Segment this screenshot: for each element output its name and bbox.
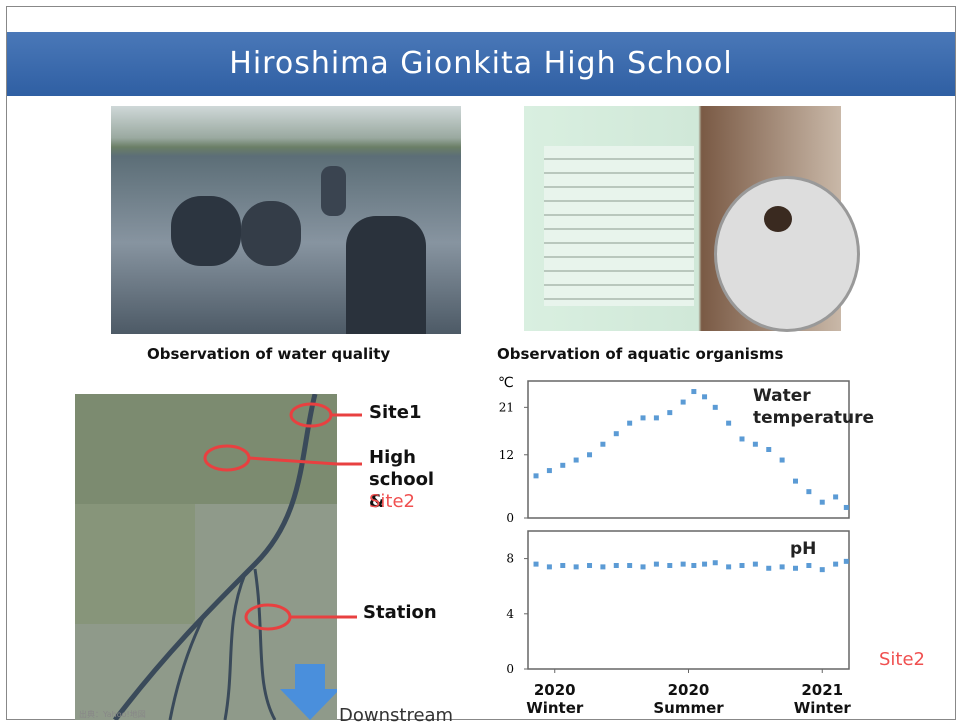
data-point <box>793 566 798 571</box>
data-point <box>793 479 798 484</box>
data-point <box>844 559 849 564</box>
data-point <box>534 562 539 567</box>
y-tick-label: 4 <box>506 607 514 621</box>
data-point <box>753 442 758 447</box>
data-point <box>702 394 707 399</box>
data-point <box>587 452 592 457</box>
data-point <box>833 494 838 499</box>
data-point <box>614 563 619 568</box>
data-point <box>844 505 849 510</box>
data-point <box>780 458 785 463</box>
data-point <box>806 489 811 494</box>
y-tick-label: 0 <box>506 511 514 525</box>
data-point <box>560 463 565 468</box>
data-point <box>766 566 771 571</box>
data-point <box>806 563 811 568</box>
data-point <box>614 431 619 436</box>
y-tick-label: 12 <box>499 448 514 462</box>
y-unit: ℃ <box>498 375 514 391</box>
data-point <box>691 389 696 394</box>
data-point <box>833 562 838 567</box>
y-tick-label: 8 <box>506 552 514 566</box>
charts: 0 12 21 0 4 8 <box>7 7 955 719</box>
data-point <box>574 564 579 569</box>
data-point <box>820 567 825 572</box>
data-point <box>691 563 696 568</box>
data-point <box>820 500 825 505</box>
data-point <box>681 562 686 567</box>
data-point <box>667 410 672 415</box>
data-point <box>780 564 785 569</box>
slide: Hiroshima Gionkita High School Observati… <box>6 6 956 720</box>
data-point <box>740 436 745 441</box>
data-point <box>587 563 592 568</box>
data-point <box>702 562 707 567</box>
data-point <box>654 415 659 420</box>
data-point <box>726 421 731 426</box>
data-point <box>600 564 605 569</box>
data-point <box>681 400 686 405</box>
chart-label: pH <box>790 539 816 559</box>
data-point <box>534 473 539 478</box>
data-point <box>766 447 771 452</box>
data-point <box>641 564 646 569</box>
data-point <box>600 442 605 447</box>
data-point <box>713 405 718 410</box>
data-point <box>574 458 579 463</box>
data-point <box>740 563 745 568</box>
data-point <box>654 562 659 567</box>
data-point <box>560 563 565 568</box>
x-tick-label: 2020 Summer <box>651 681 727 717</box>
data-point <box>713 560 718 565</box>
data-point <box>547 468 552 473</box>
y-tick-label: 0 <box>506 662 514 676</box>
chart-label: Water temperature <box>753 385 863 429</box>
x-tick-label: 2021 Winter <box>784 681 860 717</box>
x-tick-label: 2020 Winter <box>517 681 593 717</box>
page: {"title":"Hiroshima Gionkita High School… <box>0 0 962 726</box>
data-point <box>627 563 632 568</box>
data-point <box>547 564 552 569</box>
data-point <box>627 421 632 426</box>
data-point <box>726 564 731 569</box>
data-point <box>641 415 646 420</box>
data-point <box>667 563 672 568</box>
data-point <box>753 562 758 567</box>
y-tick-label: 21 <box>499 400 514 414</box>
